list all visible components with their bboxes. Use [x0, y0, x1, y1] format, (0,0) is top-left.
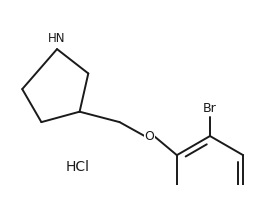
- Text: O: O: [144, 130, 154, 143]
- Text: HCl: HCl: [66, 160, 90, 174]
- Text: HN: HN: [48, 32, 66, 45]
- Text: Br: Br: [203, 102, 217, 115]
